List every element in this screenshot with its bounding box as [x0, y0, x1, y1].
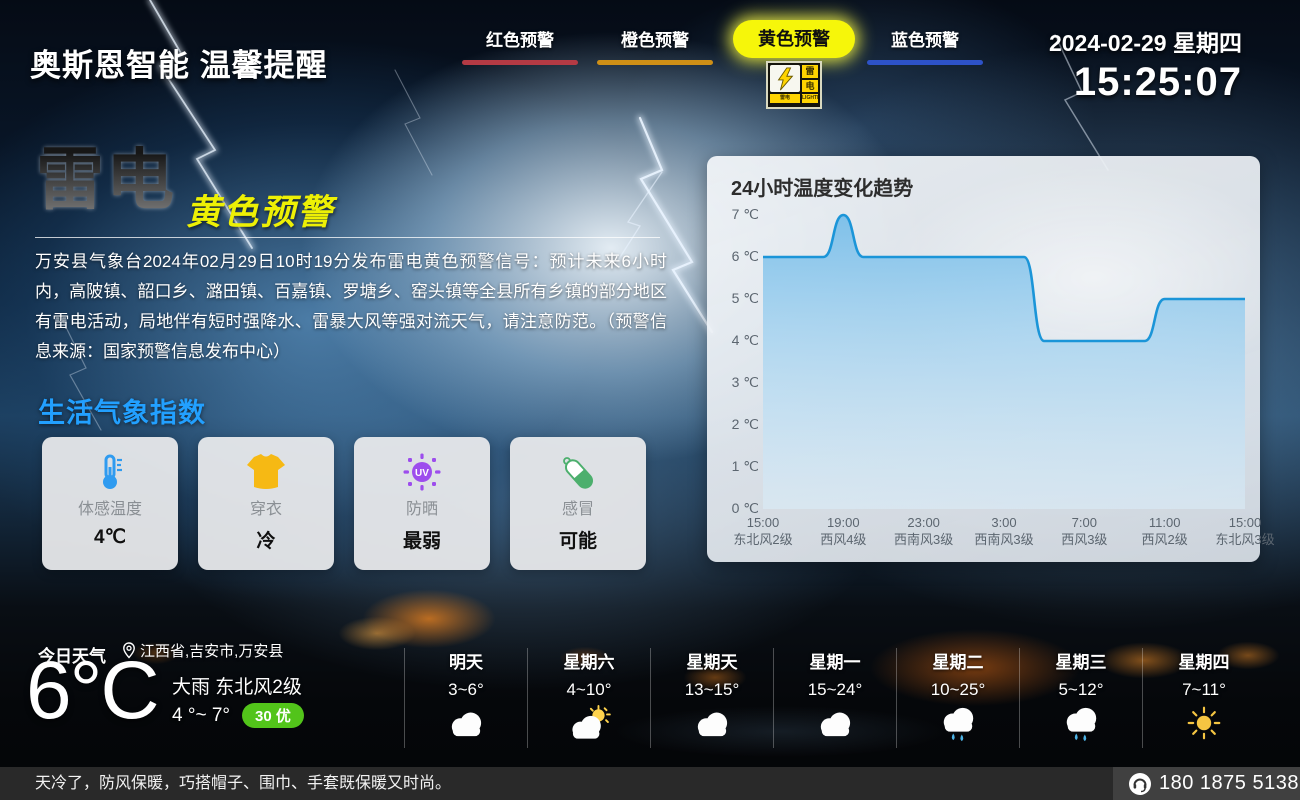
x-tick-label: 19:00 西风4级: [820, 515, 867, 547]
rain-icon: [1020, 705, 1142, 745]
phone-number: 180 1875 5138: [1159, 772, 1299, 794]
forecast-item-thursday: 星期四 7~11°: [1142, 648, 1265, 748]
headset-phone-icon: [1129, 772, 1151, 795]
life-index-title: 生活气象指数: [38, 398, 206, 428]
aqi-badge: 30 优: [241, 703, 304, 728]
footer-bar: 天冷了，防风保暖，巧搭帽子、围巾、手套既保暖又时尚。 180 1875 5138: [0, 767, 1300, 800]
y-tick-label: 7 ℃: [731, 206, 759, 222]
date-text: 2024-02-29 星期四: [1048, 30, 1242, 56]
x-tick-label: 7:00 西风3级: [1061, 515, 1108, 547]
clock-text: 15:25:07: [1073, 60, 1242, 104]
tab-underline-red: [462, 60, 578, 65]
rain-icon: [897, 705, 1019, 745]
y-tick-label: 4 ℃: [731, 332, 759, 348]
cloudy-icon: [651, 705, 773, 745]
datetime-display: 2024-02-29 星期四 15:25:07: [1049, 24, 1242, 105]
current-condition: 大雨 东北风2级: [172, 677, 302, 698]
forecast-item-sunday: 星期天 13~15°: [650, 648, 773, 748]
thermometer-icon: [42, 450, 178, 494]
current-temperature: 6°C: [26, 645, 160, 736]
forecast-item-monday: 星期一 15~24°: [773, 648, 896, 748]
location-text: 江西省,吉安市,万安县: [140, 643, 284, 660]
footer-tip-text: 天冷了，防风保暖，巧搭帽子、围巾、手套既保暖又时尚。: [35, 775, 452, 792]
forecast-item-tomorrow: 明天 3~6°: [404, 648, 527, 748]
x-tick-label: 3:00 西南风3级: [974, 515, 1034, 547]
temperature-trend-panel: 24小时温度变化趋势 7 ℃ 6 ℃ 5 ℃ 4 ℃ 3 ℃ 2 ℃ 1 ℃ 0 ℃ 15:0…: [707, 156, 1275, 562]
y-tick-label: 1 ℃: [731, 458, 759, 474]
svg-text:UV: UV: [415, 468, 429, 479]
life-index-card-uv: UV 防晒 最弱: [354, 437, 490, 570]
today-range-row: 4 °~ 7° 30 优: [172, 703, 304, 728]
tshirt-icon: [198, 450, 334, 494]
x-tick-label: 15:00 东北风3级: [1215, 515, 1275, 547]
tab-underline-orange: [597, 60, 713, 65]
tab-underline-blue: [867, 60, 983, 65]
chart-title: 24小时温度变化趋势: [731, 178, 914, 200]
location-pin-icon: [123, 642, 135, 659]
y-tick-label: 0 ℃: [731, 500, 759, 516]
forecast-item-saturday: 星期六 4~10°: [527, 648, 650, 748]
forecast-item-wednesday: 星期三 5~12°: [1019, 648, 1142, 748]
warning-type-title: 雷电: [36, 142, 177, 218]
y-tick-label: 2 ℃: [731, 416, 759, 432]
warning-level-label: 黄色预警: [186, 193, 335, 232]
capsule-icon: [510, 450, 646, 494]
life-index-card-feel-temp: 体感温度 4℃: [42, 437, 178, 570]
x-tick-label: 23:00 西南风3级: [894, 515, 954, 547]
temperature-area-chart: [763, 213, 1245, 509]
life-index-card-clothing: 穿衣 冷: [198, 437, 334, 570]
cloudy-icon: [774, 705, 896, 745]
location-row: 江西省,吉安市,万安县: [122, 640, 283, 661]
x-tick-label: 15:00 东北风2级: [733, 515, 793, 547]
warning-detail-text: 万安县气象台2024年02月29日10时19分发布雷电黄色预警信号：预计未来6小…: [35, 252, 667, 361]
forecast-item-tuesday: 星期二 10~25°: [896, 648, 1019, 748]
y-tick-label: 5 ℃: [731, 290, 759, 306]
sunny-icon: [1143, 705, 1265, 745]
tab-yellow-warning-active[interactable]: 黄色预警: [733, 20, 855, 58]
lightning-warning-sign-icon: 雷 电 雷电 LIGHTNING: [766, 61, 822, 109]
page-title: 奥斯恩智能 温馨提醒: [30, 48, 328, 83]
x-tick-label: 11:00 西风2级: [1141, 515, 1188, 547]
y-tick-label: 6 ℃: [731, 248, 759, 264]
life-index-card-cold: 感冒 可能: [510, 437, 646, 570]
tab-blue-warning[interactable]: 蓝色预警: [867, 26, 983, 65]
tab-red-warning[interactable]: 红色预警: [462, 26, 578, 65]
tab-orange-warning[interactable]: 橙色预警: [597, 26, 713, 65]
uv-icon: UV: [354, 450, 490, 494]
cloudy-icon: [405, 705, 527, 745]
today-temp-range: 4 °~ 7°: [172, 704, 230, 726]
contact-phone-block: 180 1875 5138: [1113, 767, 1300, 800]
partly-sunny-icon: [528, 705, 650, 745]
lightning-bolt-icon: [770, 65, 800, 92]
city-lights-background: [0, 555, 1300, 800]
today-weather-label: 今日天气: [38, 647, 106, 666]
divider-line: [35, 237, 660, 238]
y-tick-label: 3 ℃: [731, 374, 759, 390]
